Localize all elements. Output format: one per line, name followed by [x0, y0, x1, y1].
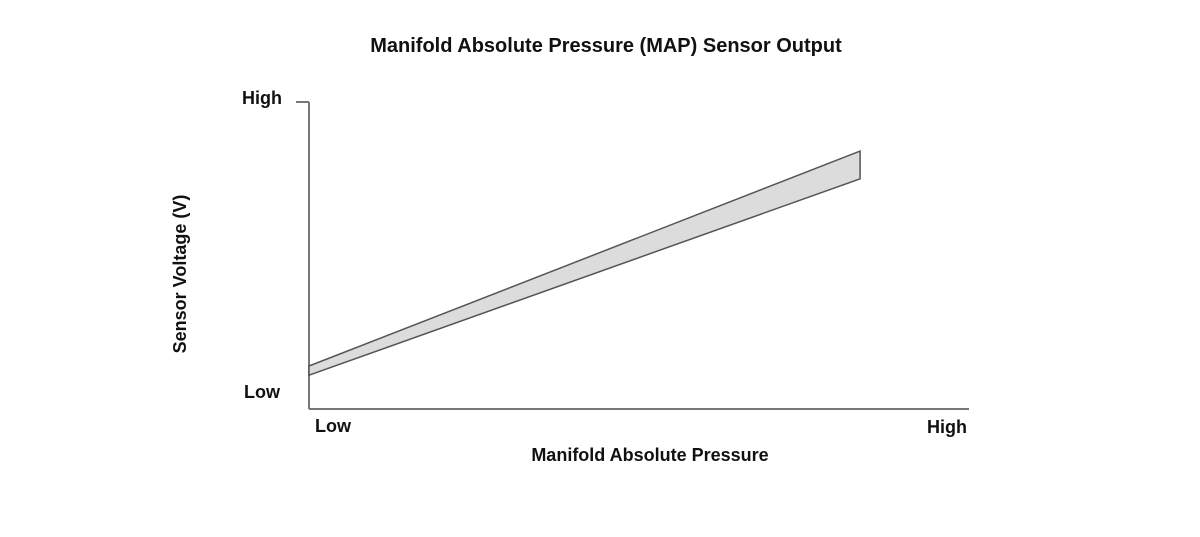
x-tick-label-high: High — [927, 417, 967, 437]
x-axis-label: Manifold Absolute Pressure — [531, 445, 768, 465]
y-tick-label-high: High — [242, 88, 282, 108]
x-tick-label-low: Low — [315, 416, 352, 436]
y-axis-label: Sensor Voltage (V) — [170, 195, 190, 354]
y-tick-label-low: Low — [244, 382, 281, 402]
chart-title: Manifold Absolute Pressure (MAP) Sensor … — [370, 35, 842, 57]
voltage-band — [308, 150, 861, 377]
